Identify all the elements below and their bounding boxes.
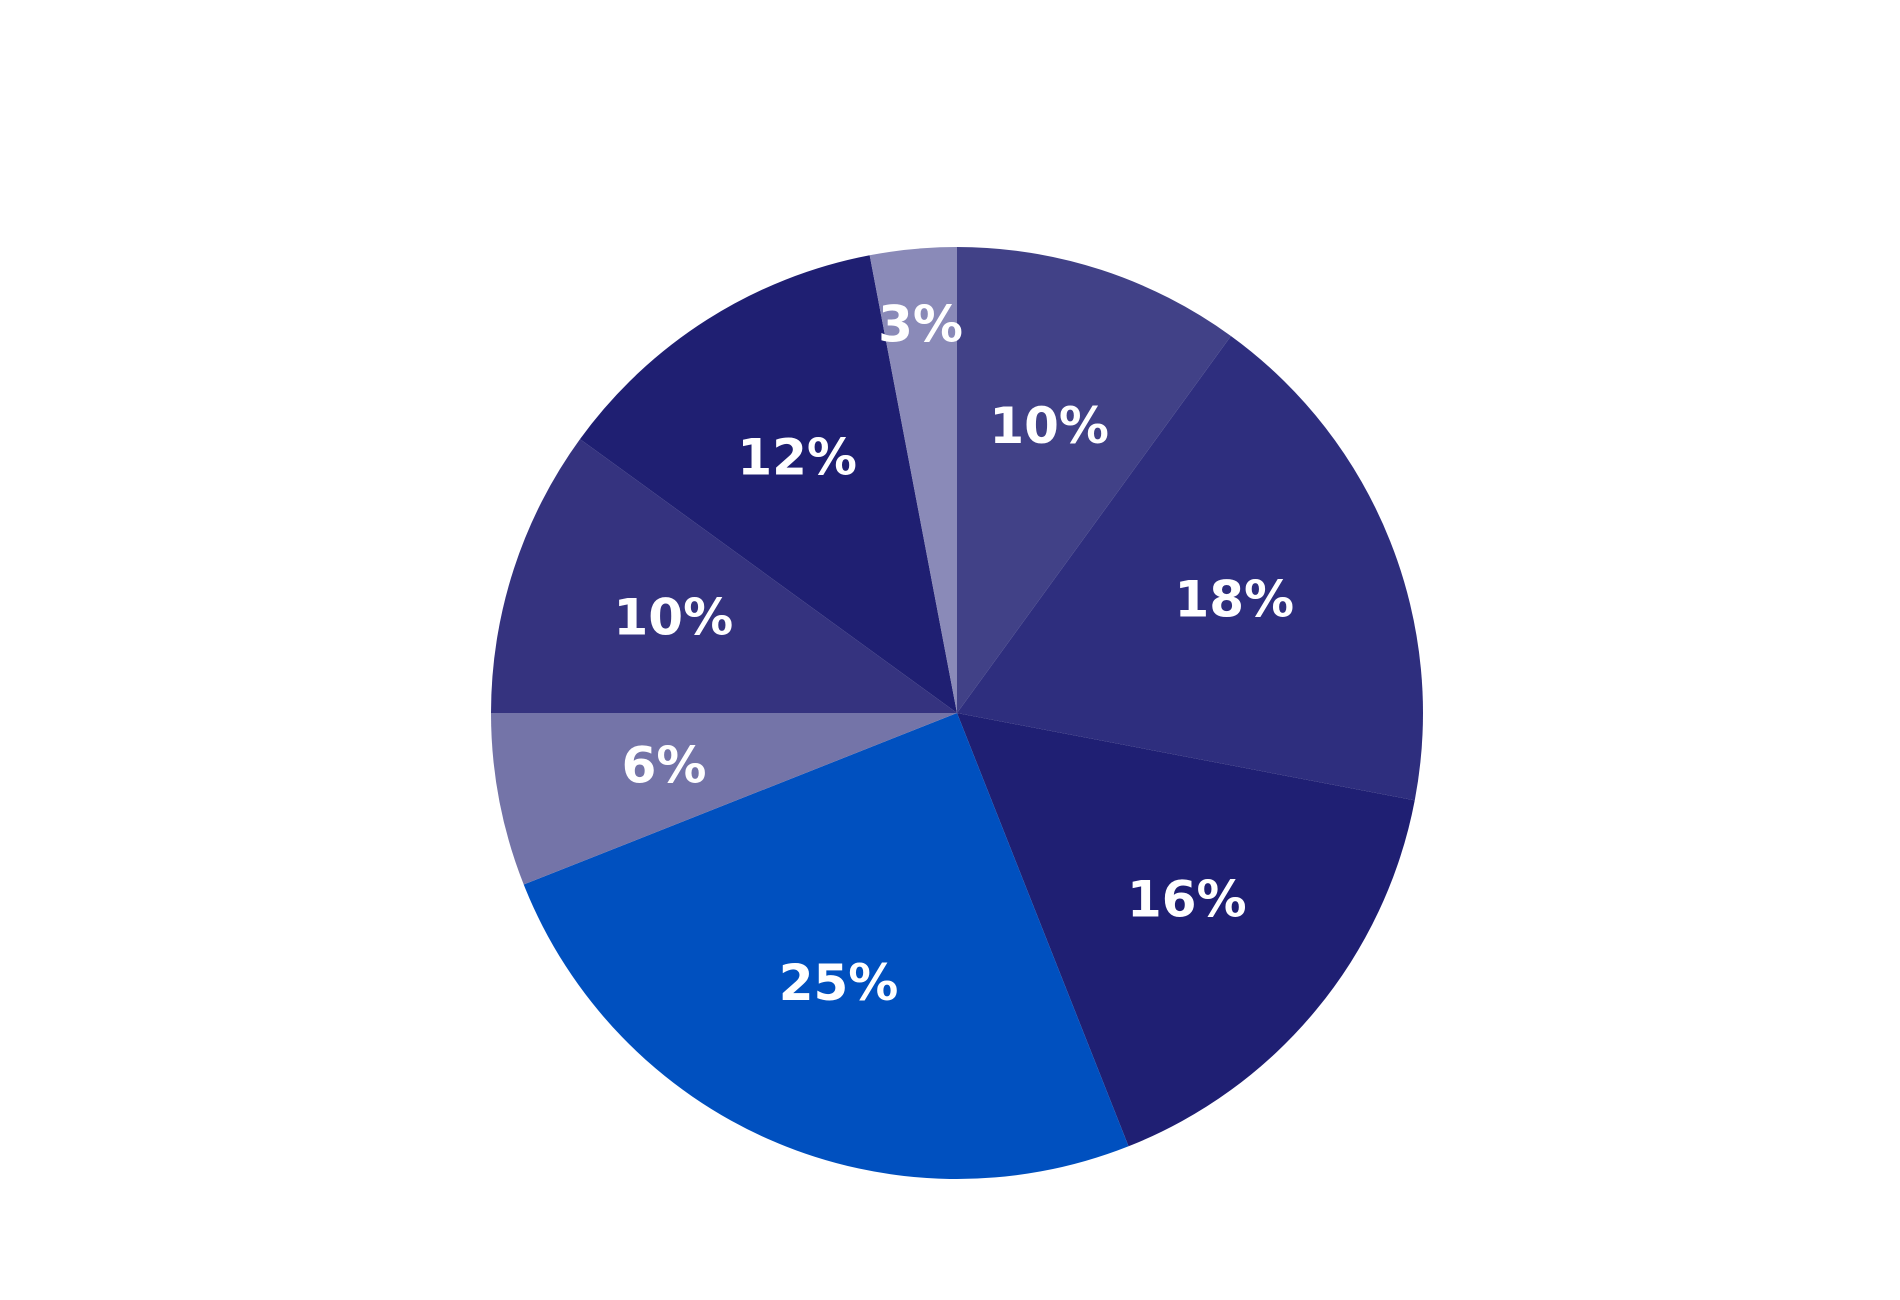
- pie-slice: [491, 439, 957, 713]
- pie-slice: [491, 713, 957, 885]
- data-label: 10%: [989, 397, 1109, 455]
- pie-slice: [957, 335, 1423, 801]
- data-label: 18%: [1174, 571, 1294, 629]
- data-label: 10%: [614, 588, 734, 646]
- data-label: 6%: [622, 736, 707, 794]
- data-label: 12%: [737, 429, 857, 487]
- data-label: 16%: [1127, 871, 1247, 929]
- pie-slice: [579, 255, 957, 713]
- pie-slice: [957, 713, 1415, 1147]
- pie-slice: [523, 713, 1129, 1179]
- data-label: 25%: [779, 954, 899, 1012]
- pie-slice: [957, 247, 1231, 713]
- data-label: 3%: [878, 295, 963, 353]
- pie-slice: [869, 247, 957, 713]
